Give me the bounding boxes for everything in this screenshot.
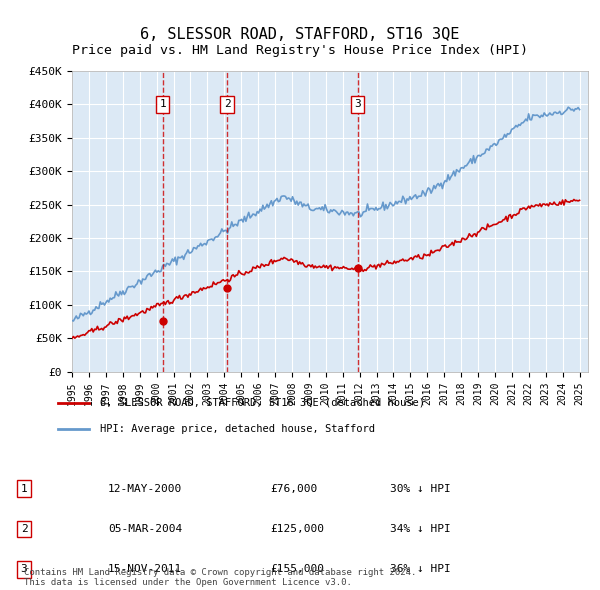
- Text: 3: 3: [20, 564, 28, 574]
- Text: 05-MAR-2004: 05-MAR-2004: [108, 524, 182, 534]
- Text: 6, SLESSOR ROAD, STAFFORD, ST16 3QE (detached house): 6, SLESSOR ROAD, STAFFORD, ST16 3QE (det…: [100, 398, 425, 408]
- Text: £155,000: £155,000: [270, 564, 324, 574]
- Text: HPI: Average price, detached house, Stafford: HPI: Average price, detached house, Staf…: [100, 424, 374, 434]
- Text: 15-NOV-2011: 15-NOV-2011: [108, 564, 182, 574]
- Text: 1: 1: [160, 99, 166, 109]
- Text: 36% ↓ HPI: 36% ↓ HPI: [390, 564, 451, 574]
- Text: 12-MAY-2000: 12-MAY-2000: [108, 484, 182, 494]
- Text: 2: 2: [20, 524, 28, 534]
- Text: 6, SLESSOR ROAD, STAFFORD, ST16 3QE: 6, SLESSOR ROAD, STAFFORD, ST16 3QE: [140, 27, 460, 41]
- Text: 30% ↓ HPI: 30% ↓ HPI: [390, 484, 451, 494]
- Text: 3: 3: [354, 99, 361, 109]
- Text: £76,000: £76,000: [270, 484, 317, 494]
- Text: 2: 2: [224, 99, 230, 109]
- Text: £125,000: £125,000: [270, 524, 324, 534]
- Text: 1: 1: [20, 484, 28, 494]
- Text: Contains HM Land Registry data © Crown copyright and database right 2024.
This d: Contains HM Land Registry data © Crown c…: [24, 568, 416, 587]
- Text: 34% ↓ HPI: 34% ↓ HPI: [390, 524, 451, 534]
- Text: Price paid vs. HM Land Registry's House Price Index (HPI): Price paid vs. HM Land Registry's House …: [72, 44, 528, 57]
